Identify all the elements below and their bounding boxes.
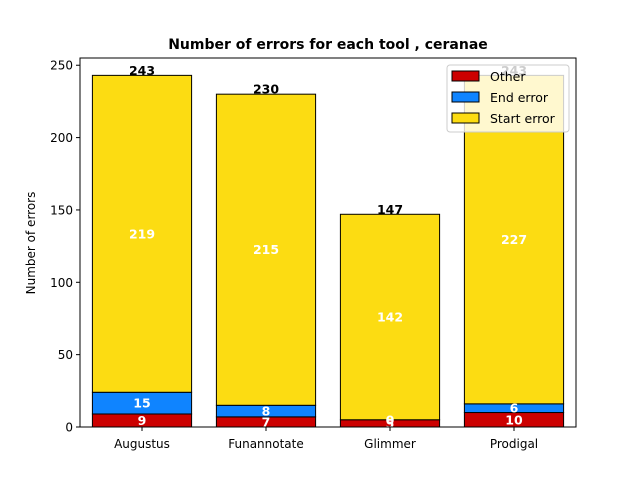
- segment-label-funannotate-start-error: 215: [253, 242, 279, 257]
- segment-label-augustus-start-error: 219: [129, 226, 155, 241]
- y-tick-label: 0: [65, 421, 73, 435]
- legend-label-end-error: End error: [490, 90, 549, 105]
- y-tick-label: 200: [50, 131, 73, 145]
- bar-funannotate-start-error: [215, 93, 317, 406]
- chart-title: Number of errors for each tool , ceranae: [168, 37, 488, 53]
- x-tick-label-augustus: Augustus: [114, 437, 170, 451]
- x-tick-label-glimmer: Glimmer: [364, 437, 416, 451]
- segment-label-glimmer-end-error: 0: [386, 412, 395, 427]
- total-label-augustus: 243: [129, 63, 155, 78]
- segment-label-prodigal-other: 10: [505, 412, 523, 427]
- y-tick-label: 50: [58, 348, 73, 362]
- segment-label-funannotate-end-error: 8: [262, 404, 271, 419]
- legend-swatch-start-error: [451, 112, 480, 124]
- legend: Other End error Start error: [446, 64, 570, 133]
- legend-swatch-other: [451, 70, 480, 82]
- y-tick-label: 150: [50, 203, 73, 217]
- bar-augustus-start-error: [91, 74, 193, 393]
- total-label-funannotate: 230: [253, 82, 279, 97]
- y-tick-label: 100: [50, 276, 73, 290]
- segment-label-augustus-end-error: 15: [133, 396, 150, 411]
- legend-label-other: Other: [490, 69, 526, 84]
- segment-label-prodigal-start-error: 227: [501, 232, 527, 247]
- legend-label-start-error: Start error: [490, 111, 556, 126]
- segment-label-glimmer-other: 5: [386, 416, 395, 431]
- total-label-glimmer: 147: [377, 202, 403, 217]
- x-tick-label-funannotate: Funannotate: [228, 437, 304, 451]
- segment-label-augustus-other: 9: [138, 413, 147, 428]
- y-axis-label: Number of errors: [24, 192, 38, 295]
- segment-label-glimmer-start-error: 142: [377, 310, 403, 325]
- axes-frame: [79, 57, 577, 428]
- y-tick-label: 250: [50, 59, 73, 73]
- segment-label-funannotate-other: 7: [262, 414, 271, 429]
- bar-glimmer-start-error: [339, 213, 441, 421]
- x-tick-label-prodigal: Prodigal: [490, 437, 538, 451]
- legend-swatch-end-error: [451, 91, 480, 103]
- segment-label-prodigal-end-error: 6: [510, 401, 519, 416]
